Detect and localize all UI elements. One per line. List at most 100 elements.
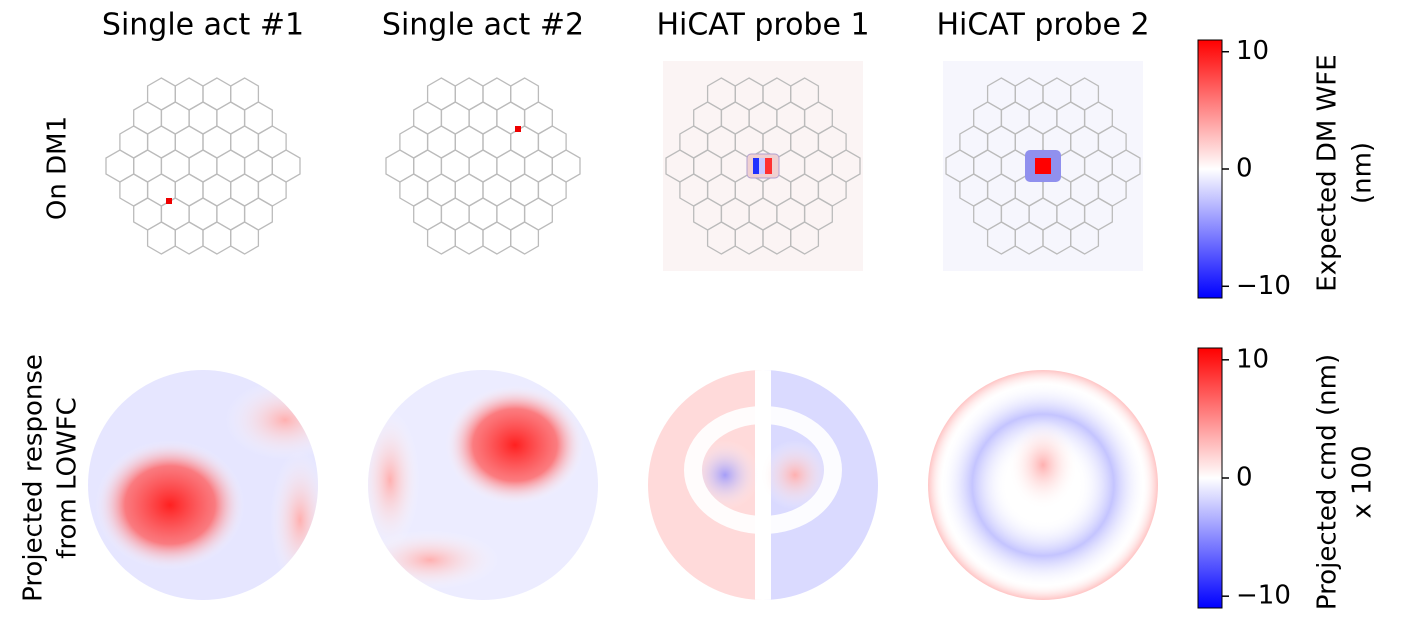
hex-segment [440,197,470,231]
hex-segment [133,197,163,231]
actuator [166,198,172,204]
hex-segment [510,125,540,159]
hex-segment [119,125,149,159]
hex-segment [426,221,456,255]
hex-segment [831,149,861,183]
hex-segment [426,77,456,111]
hex-segment [202,173,232,207]
images [88,370,1158,600]
hex-segment [523,101,553,135]
hex-segment [230,125,260,159]
hex-segment [399,125,429,159]
hex-segment [482,77,512,111]
hex-segment [243,101,273,135]
column-title: Single act #1 [102,8,304,43]
probe [759,158,765,174]
hex-segment [413,149,443,183]
hex-segment [230,221,260,255]
hex-segment [202,125,232,159]
row-label: Projected response [19,354,49,602]
hex-segment [119,173,149,207]
hex-segment [188,101,218,135]
hex-segment [440,149,470,183]
hex-segment [468,101,498,135]
hex-segment [188,197,218,231]
hex-segment [243,197,273,231]
hex-segment [174,173,204,207]
hex-segment [271,149,301,183]
hex-segment [496,197,526,231]
colorbar-label: Expected DM WFE [1313,54,1343,291]
hex-segment [257,173,287,207]
colorbar-label: x 100 [1348,445,1378,518]
hex-segment [202,77,232,111]
hex-segment [510,221,540,255]
hex-segment [454,125,484,159]
hex-segment [426,173,456,207]
hex-segment [146,77,176,111]
hex-segment [413,101,443,135]
lowfc-image [648,370,878,600]
hex-segment [174,77,204,111]
hex-segment [537,125,567,159]
hex-segment [468,197,498,231]
dm-images [105,61,1143,271]
hex-segment [454,173,484,207]
hex-segment [216,149,246,183]
hex-segment [510,77,540,111]
hex-segment [202,221,232,255]
hex-segment [188,149,218,183]
hex-segment [385,149,415,183]
hex-segment [482,125,512,159]
column-title: HiCAT probe 2 [936,8,1149,43]
column-title: HiCAT probe 1 [656,8,869,43]
hex-segment [482,221,512,255]
hex-segment [426,125,456,159]
probe [753,158,759,174]
colorbar-tick-label: −10 [1236,271,1291,301]
labels: Single act #1 Single act #2 HiCAT probe 1 H… [19,8,1378,611]
lowfc-image [88,370,318,600]
hex-segment [216,197,246,231]
hex-segment [160,101,190,135]
hex-segment [440,101,470,135]
hex-segment [174,125,204,159]
hex-segment [230,77,260,111]
hex-segment [146,221,176,255]
hex-segment [133,149,163,183]
hex-segment [105,149,135,183]
hex-segment [496,149,526,183]
lowfc-image [368,370,598,600]
hex-segment [551,149,581,183]
hex-segment [146,125,176,159]
row-label: On DM1 [43,116,73,220]
colorbar-label: Projected cmd (nm) [1313,354,1343,610]
colorbar [1197,39,1223,299]
hex-segment [243,149,273,183]
probe [1035,158,1051,174]
hex-segment [454,221,484,255]
hex-segment [133,101,163,135]
hex-segment [454,77,484,111]
hex-segment [216,101,246,135]
colorbar [1197,347,1223,609]
hex-segment [510,173,540,207]
colorbar-tick-label: 0 [1236,154,1253,184]
lowfc-image [928,370,1158,600]
colorbar-label: (nm) [1348,142,1378,204]
hex-segment [468,149,498,183]
hex-segment [399,173,429,207]
hex-segment [257,125,287,159]
hex-segment [482,173,512,207]
hex-segment [1111,149,1141,183]
actuator [515,126,521,132]
hex-segment [523,149,553,183]
hex-segment [537,173,567,207]
row-label: from LOWFC [53,397,83,559]
colorbar-tick-label: 10 [1236,36,1269,66]
hex-segment [174,221,204,255]
hex-segment [523,197,553,231]
hex-segment [413,197,443,231]
colorbar-tick-label: 0 [1236,463,1253,493]
